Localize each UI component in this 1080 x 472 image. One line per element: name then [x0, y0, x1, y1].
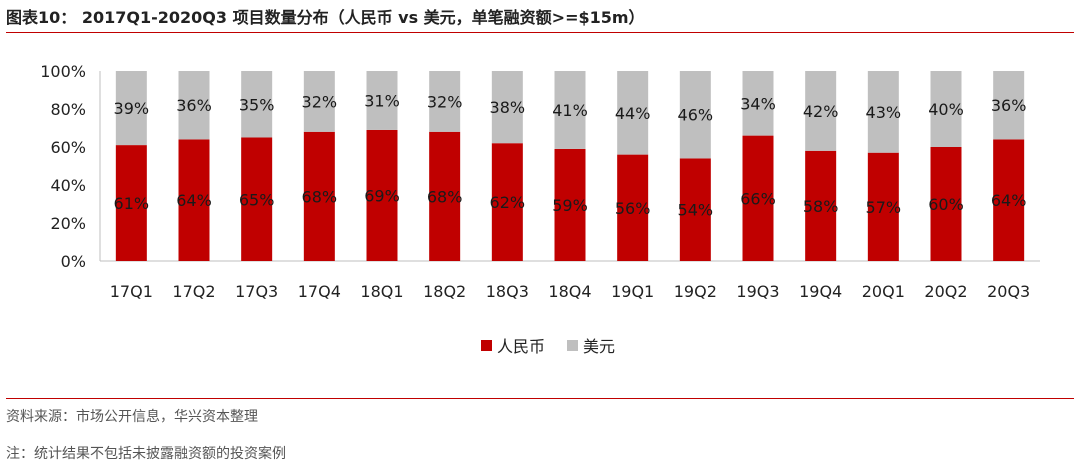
- y-tick-label: 60%: [50, 138, 86, 157]
- data-label-usd: 42%: [803, 102, 839, 121]
- bar-rmb: [241, 137, 273, 261]
- x-tick-label: 18Q4: [548, 282, 591, 301]
- data-label-usd: 34%: [740, 94, 776, 113]
- bar-usd: [742, 71, 774, 136]
- bar-rmb: [742, 135, 774, 261]
- data-label-rmb: 57%: [866, 198, 902, 217]
- y-tick-label: 0%: [61, 252, 86, 271]
- title-rule: [6, 32, 1074, 33]
- data-label-usd: 40%: [928, 100, 964, 119]
- bar-rmb: [491, 143, 523, 261]
- data-label-usd: 35%: [239, 95, 275, 114]
- data-label-usd: 32%: [427, 92, 463, 111]
- data-label-usd: 41%: [552, 101, 588, 120]
- data-label-usd: 43%: [866, 103, 902, 122]
- data-label-rmb: 58%: [803, 197, 839, 216]
- data-label-usd: 39%: [114, 99, 150, 118]
- bar-rmb: [554, 148, 586, 261]
- x-tick-label: 18Q3: [486, 282, 529, 301]
- bar-usd: [115, 71, 147, 146]
- data-label-rmb: 61%: [114, 194, 150, 213]
- bar-usd: [805, 71, 837, 151]
- y-tick-label: 20%: [50, 214, 86, 233]
- bar-rmb: [617, 154, 649, 261]
- data-label-usd: 38%: [490, 98, 526, 117]
- x-tick-label: 17Q4: [298, 282, 341, 301]
- data-label-usd: 44%: [615, 104, 651, 123]
- legend-usd-swatch: [567, 340, 578, 351]
- bar-rmb: [805, 150, 837, 261]
- data-label-rmb: 69%: [364, 186, 400, 205]
- bar-usd: [366, 71, 398, 130]
- bar-rmb: [429, 131, 461, 261]
- data-label-rmb: 59%: [552, 196, 588, 215]
- bar-usd: [241, 71, 273, 138]
- bar-usd: [303, 71, 335, 132]
- x-tick-label: 19Q4: [799, 282, 842, 301]
- data-label-rmb: 68%: [302, 187, 338, 206]
- y-tick-label: 100%: [40, 62, 86, 81]
- bar-usd: [617, 71, 649, 155]
- data-label-rmb: 65%: [239, 190, 275, 209]
- footnote: 注：统计结果不包括未披露融资额的投资案例: [6, 446, 286, 462]
- x-tick-label: 19Q2: [674, 282, 717, 301]
- figure-title: 图表10： 2017Q1-2020Q3 项目数量分布（人民币 vs 美元，单笔融…: [6, 8, 645, 27]
- data-label-usd: 46%: [678, 106, 714, 125]
- y-tick-label: 80%: [50, 100, 86, 119]
- bar-rmb: [679, 158, 711, 261]
- x-tick-label: 19Q3: [736, 282, 779, 301]
- bar-usd: [491, 71, 523, 144]
- bar-usd: [930, 71, 962, 147]
- source-note: 资料来源：市场公开信息，华兴资本整理: [6, 409, 258, 425]
- bar-rmb: [366, 129, 398, 261]
- bar-usd: [993, 71, 1025, 140]
- x-tick-label: 20Q2: [924, 282, 967, 301]
- x-tick-label: 17Q2: [172, 282, 215, 301]
- data-label-rmb: 66%: [740, 189, 776, 208]
- legend-rmb-label: 人民币: [497, 337, 545, 356]
- x-tick-label: 18Q1: [360, 282, 403, 301]
- bar-rmb: [303, 131, 335, 261]
- bar-usd: [178, 71, 210, 140]
- data-label-usd: 36%: [991, 96, 1027, 115]
- x-tick-label: 17Q3: [235, 282, 278, 301]
- data-label-rmb: 64%: [176, 191, 212, 210]
- data-label-rmb: 62%: [490, 193, 526, 212]
- y-tick-label: 40%: [50, 176, 86, 195]
- legend-rmb-swatch: [481, 340, 492, 351]
- x-tick-label: 18Q2: [423, 282, 466, 301]
- x-tick-label: 19Q1: [611, 282, 654, 301]
- bar-usd: [429, 71, 461, 132]
- data-label-rmb: 68%: [427, 187, 463, 206]
- x-tick-label: 17Q1: [110, 282, 153, 301]
- data-label-usd: 32%: [302, 92, 338, 111]
- data-label-usd: 31%: [364, 91, 400, 110]
- bar-rmb: [178, 139, 210, 261]
- bar-usd: [554, 71, 586, 149]
- data-label-rmb: 60%: [928, 195, 964, 214]
- legend-usd-label: 美元: [583, 337, 615, 356]
- data-label-rmb: 64%: [991, 191, 1027, 210]
- footer-rule: [6, 398, 1074, 399]
- bar-rmb: [867, 152, 899, 261]
- bar-usd: [679, 71, 711, 159]
- bar-rmb: [930, 147, 962, 261]
- data-label-rmb: 56%: [615, 199, 651, 218]
- bar-rmb: [115, 145, 147, 261]
- bar-usd: [867, 71, 899, 153]
- stacked-bar-chart: 0% 20% 40% 60% 80% 100% 61% 39% 17Q1 64% 36% 17Q2 65…: [40, 62, 1040, 356]
- bar-rmb: [993, 139, 1025, 261]
- x-tick-label: 20Q3: [987, 282, 1030, 301]
- data-label-rmb: 54%: [678, 201, 714, 220]
- x-tick-label: 20Q1: [862, 282, 905, 301]
- data-label-usd: 36%: [176, 96, 212, 115]
